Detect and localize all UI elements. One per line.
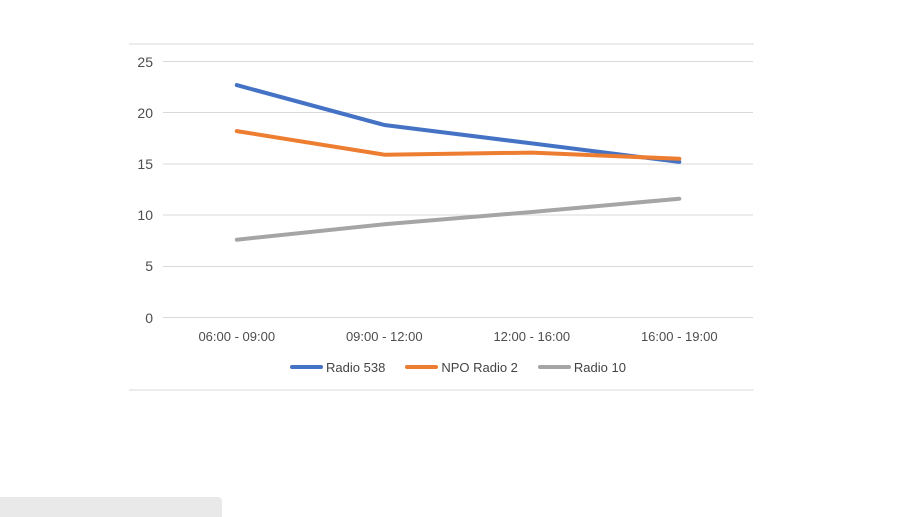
y-tick-label-20: 20 [137,104,153,121]
legend-line-marker-radio-10 [537,365,571,369]
y-tick-label-25: 25 [137,53,153,70]
x-category-label-1: 09:00 - 12:00 [345,329,423,344]
series-line-radio-10 [234,196,682,242]
chart-legend: Radio 538 NPO Radio 2 Radio 10 [163,356,753,378]
x-category-label-0: 06:00 - 09:00 [198,329,276,344]
series-line-radio-538 [234,83,682,164]
legend-line-marker-npo-radio-2 [405,365,439,369]
x-category-label-2: 12:00 - 16:00 [493,329,571,344]
series-line-npo-radio-2 [234,129,682,161]
bottom-left-gray-box [0,497,222,517]
legend-line-marker-radio-538 [290,365,324,369]
legend-label: Radio 10 [573,359,626,375]
y-tick-label-0: 0 [145,309,153,326]
line-chart [129,43,754,391]
legend-item-radio-10: Radio 10 [537,359,626,375]
legend-label: NPO Radio 2 [441,359,518,375]
y-tick-label-5: 5 [145,258,153,275]
legend-label: Radio 538 [326,359,386,375]
legend-item-radio-538: Radio 538 [290,360,385,375]
x-category-label-3: 16:00 - 19:00 [640,329,718,344]
y-tick-label-15: 15 [137,155,153,172]
y-tick-label-10: 10 [137,207,153,224]
legend-item-npo-radio-2: NPO Radio 2 [405,360,518,375]
